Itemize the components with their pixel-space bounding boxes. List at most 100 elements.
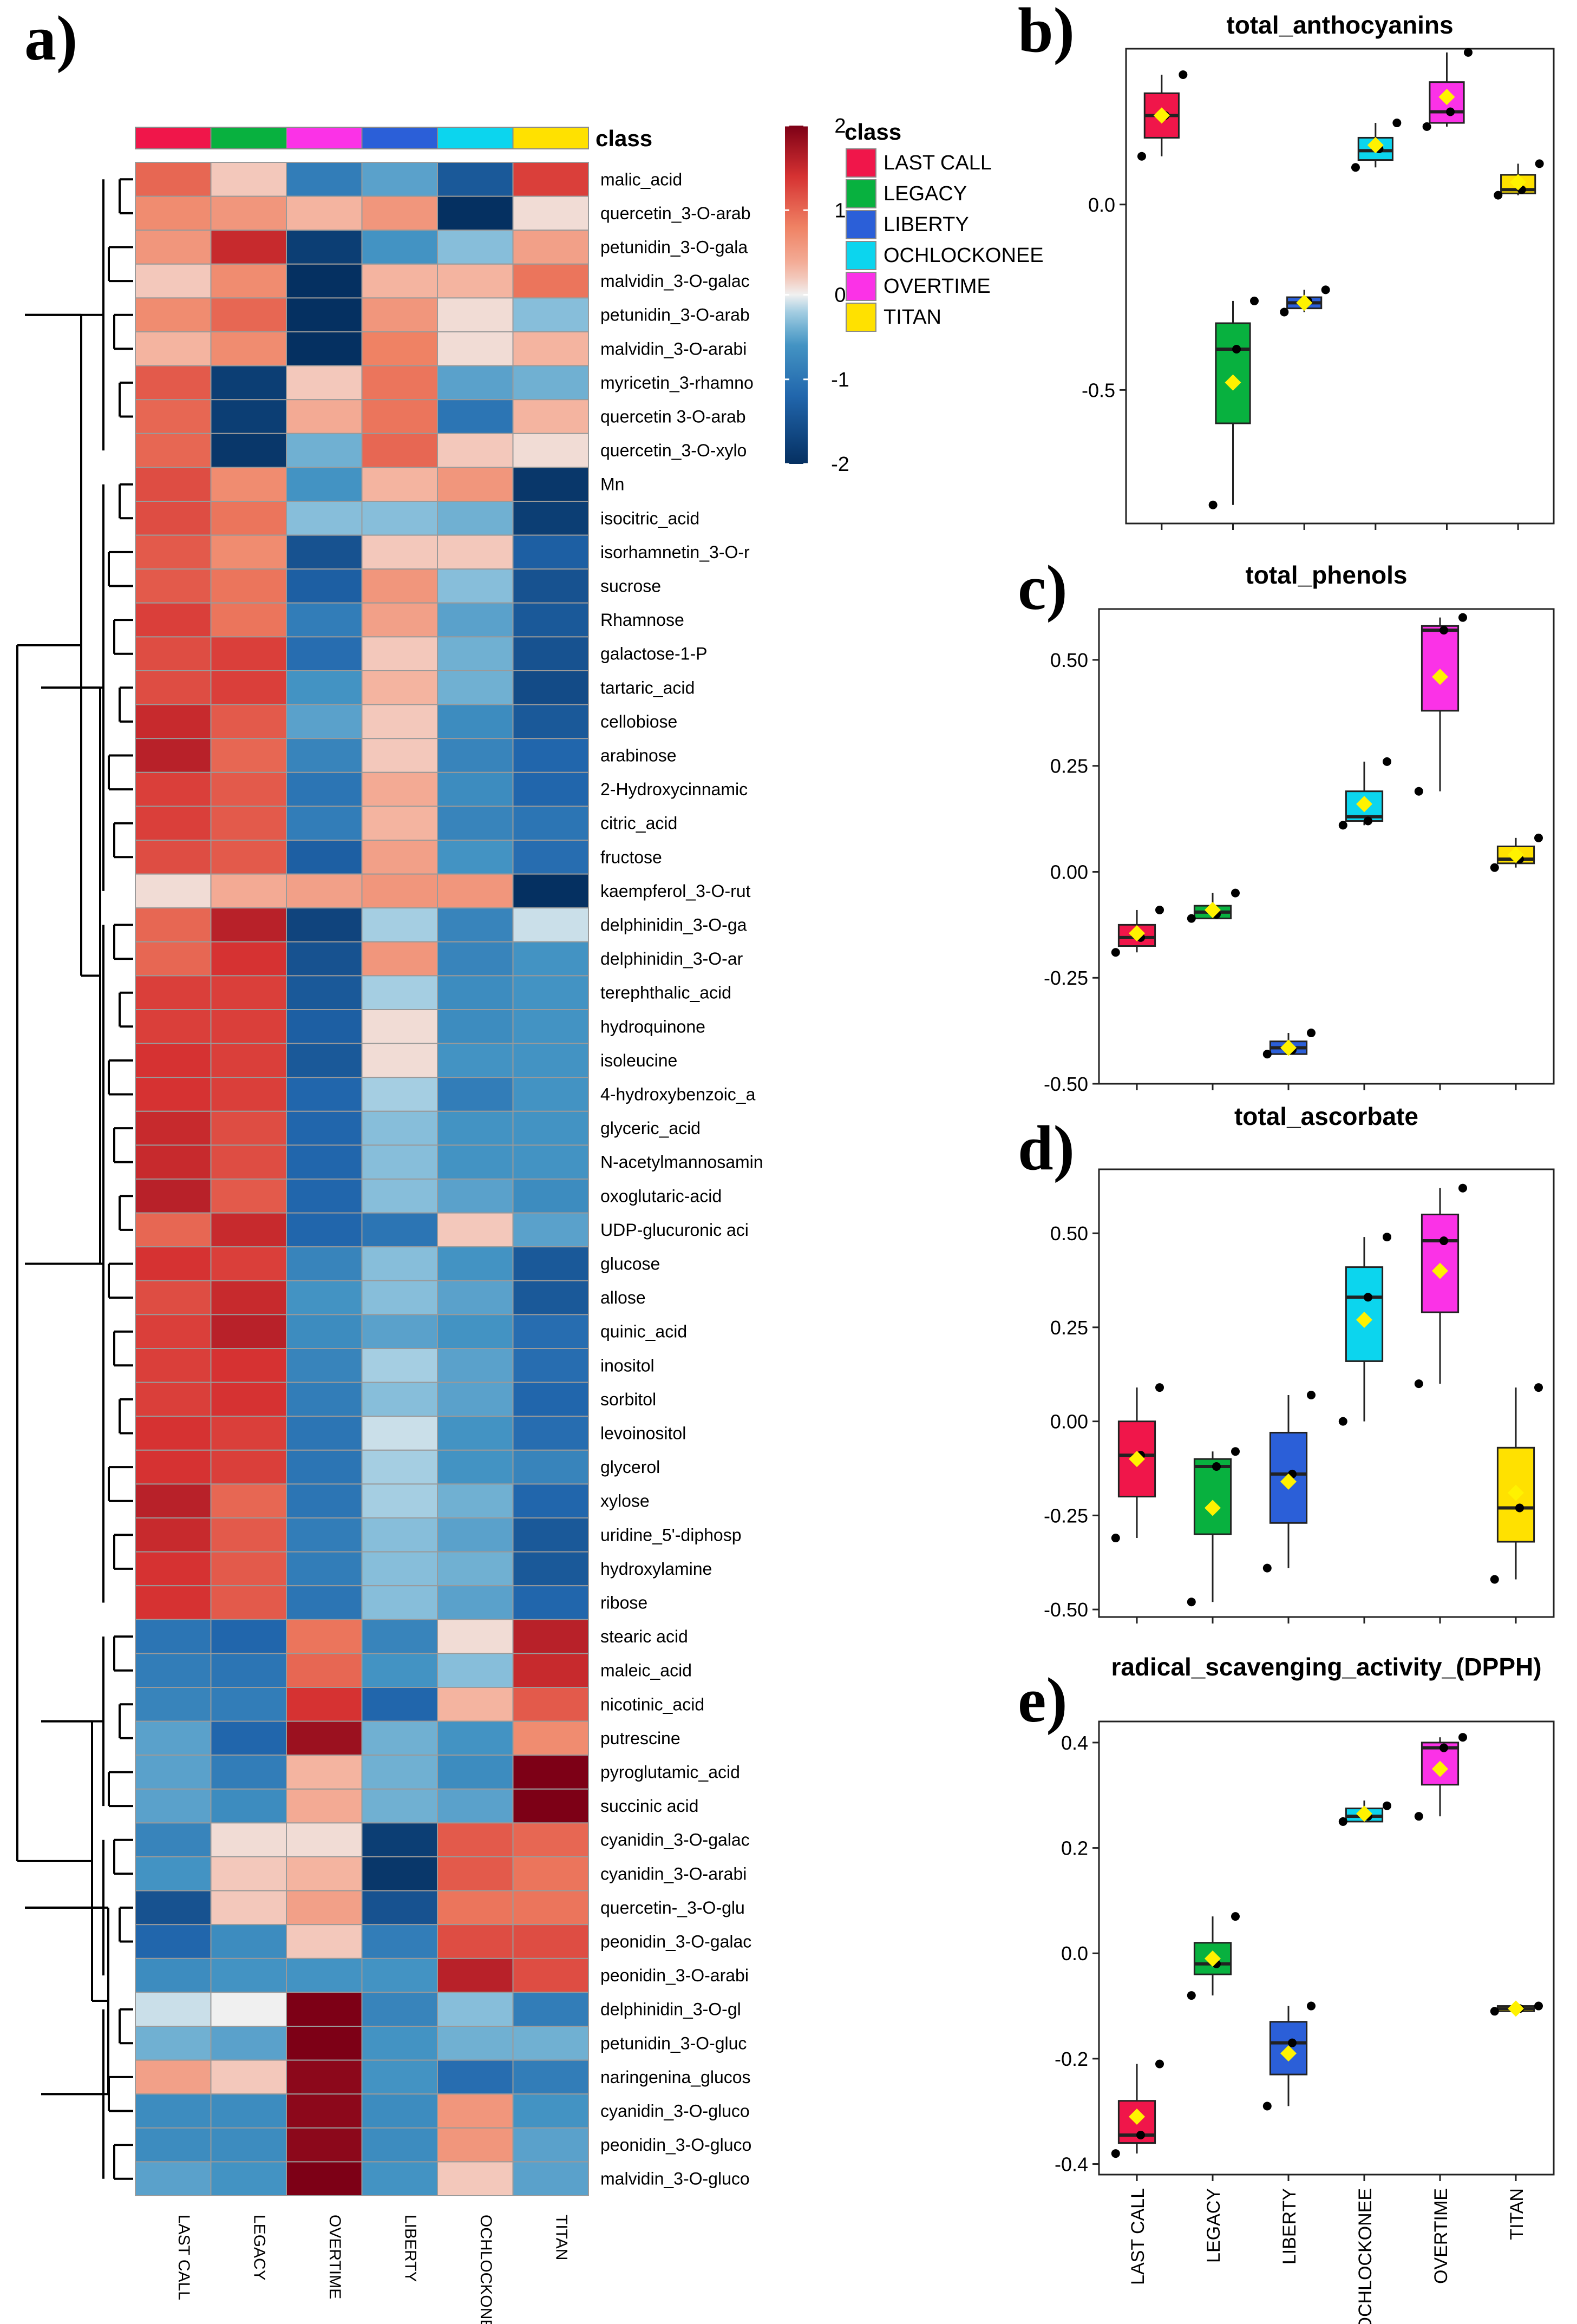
heatmap-cell — [286, 1483, 363, 1518]
data-point — [1155, 905, 1164, 914]
heatmap-cell — [210, 1924, 287, 1959]
heatmap-cell — [286, 1246, 363, 1281]
heatmap-cell — [512, 975, 589, 1011]
heatmap-cell — [361, 399, 438, 434]
row-label: arabinose — [600, 746, 677, 765]
heatmap-cell — [361, 1212, 438, 1248]
mean-marker — [1367, 137, 1384, 154]
heatmap-cell — [286, 1958, 363, 1993]
data-point — [1187, 1991, 1196, 2000]
heatmap-cell — [210, 1043, 287, 1078]
heatmap-cell — [210, 230, 287, 265]
heatmap-cell — [135, 1280, 212, 1315]
data-point — [1490, 2007, 1499, 2016]
heatmap-cell — [286, 162, 363, 197]
column-label: LEGACY — [250, 2215, 268, 2281]
column-label: OVERTIME — [326, 2215, 344, 2299]
heatmap-cell — [512, 297, 589, 333]
heatmap-cell — [135, 602, 212, 638]
heatmap-cell — [135, 230, 212, 265]
heatmap-cell — [286, 195, 363, 231]
heatmap-cell — [135, 2127, 212, 2163]
heatmap-cell — [135, 1348, 212, 1383]
row-label: myricetin_3-rhamno — [600, 373, 754, 392]
heatmap-cell — [210, 331, 287, 366]
heatmap-cell — [361, 1856, 438, 1891]
heatmap-cell — [135, 195, 212, 231]
data-point — [1534, 1383, 1543, 1392]
heatmap-cell — [437, 501, 514, 536]
row-label: quercetin_3-O-xylo — [600, 441, 747, 460]
heatmap-cell — [361, 433, 438, 468]
heatmap-cell — [361, 1280, 438, 1315]
row-label: malvidin_3-O-arabi — [600, 339, 747, 358]
row-label: peonidin_3-O-arabi — [600, 1966, 749, 1985]
heatmap-cell — [286, 1144, 363, 1180]
heatmap-cell — [135, 534, 212, 570]
heatmap-cell — [361, 1585, 438, 1620]
data-point — [1321, 285, 1330, 294]
heatmap-cell — [437, 2059, 514, 2095]
heatmap-cell — [135, 331, 212, 366]
heatmap-cell — [512, 1280, 589, 1315]
data-point — [1307, 2001, 1316, 2011]
heatmap-cell — [512, 1144, 589, 1180]
heatmap-cell — [286, 1416, 363, 1451]
x-tick-label: OCHLOCKONEE — [1355, 2188, 1376, 2324]
heatmap-cell — [512, 907, 589, 942]
heatmap-cell — [437, 1788, 514, 1824]
y-tick-label: 0.4 — [1061, 1732, 1088, 1754]
heatmap-cell — [437, 1179, 514, 1214]
data-point — [1490, 863, 1499, 872]
row-label: Rhamnose — [600, 610, 684, 630]
heatmap-cell — [361, 467, 438, 502]
heatmap-cell — [437, 1009, 514, 1044]
heatmap-cell — [361, 941, 438, 977]
panel-title: total_anthocyanins — [1226, 11, 1453, 39]
heatmap-cell — [135, 2059, 212, 2095]
row-label: inositol — [600, 1356, 655, 1375]
annotation-cell — [286, 127, 363, 149]
data-point — [1439, 1743, 1448, 1752]
heatmap-cell — [437, 670, 514, 705]
heatmap-cell — [437, 771, 514, 807]
heatmap-cell — [210, 1720, 287, 1756]
row-label: uridine_5'-diphosp — [600, 1525, 742, 1544]
heatmap-cell — [135, 297, 212, 333]
data-point — [1458, 613, 1467, 622]
data-point — [1392, 119, 1402, 128]
row-label: petunidin_3-O-arab — [600, 305, 750, 325]
scale-tick-label: 0 — [834, 284, 846, 307]
heatmap-cell — [361, 1890, 438, 1926]
heatmap-cell — [210, 2127, 287, 2163]
heatmap-cell — [512, 1856, 589, 1891]
row-label: oxoglutaric-acid — [600, 1186, 722, 1206]
y-tick-label: 0.2 — [1061, 1837, 1088, 1860]
heatmap-cell — [361, 2127, 438, 2163]
heatmap-cell — [135, 1788, 212, 1824]
boxplot-total-ascorbate: total_ascorbate 0.50 0.25 0.00 -0.25 -0.50 — [1044, 1102, 1555, 1623]
heatmap-cell — [361, 806, 438, 841]
mean-marker — [1153, 107, 1170, 124]
heatmap-cell — [361, 1924, 438, 1959]
heatmap-cell — [361, 2026, 438, 2061]
heatmap-cell — [361, 2161, 438, 2196]
row-label: quercetin 3-O-arab — [600, 407, 746, 427]
heatmap-cell — [437, 1653, 514, 1688]
row-label: hydroxylamine — [600, 1559, 712, 1579]
mean-marker — [1510, 174, 1527, 191]
row-label: sucrose — [600, 577, 661, 596]
heatmap-cell — [210, 1077, 287, 1112]
heatmap-cell — [286, 1687, 363, 1722]
heatmap-cell — [437, 873, 514, 909]
data-point — [1458, 1183, 1467, 1193]
heatmap-cell — [210, 670, 287, 705]
heatmap-cell — [210, 534, 287, 570]
class-legend-label: OVERTIME — [884, 275, 991, 298]
data-point — [1534, 2001, 1543, 2011]
heatmap-cell — [437, 941, 514, 977]
heatmap-cell — [286, 704, 363, 739]
heatmap-cell — [512, 1551, 589, 1587]
heatmap-cell — [437, 331, 514, 366]
mean-marker — [1432, 669, 1448, 685]
